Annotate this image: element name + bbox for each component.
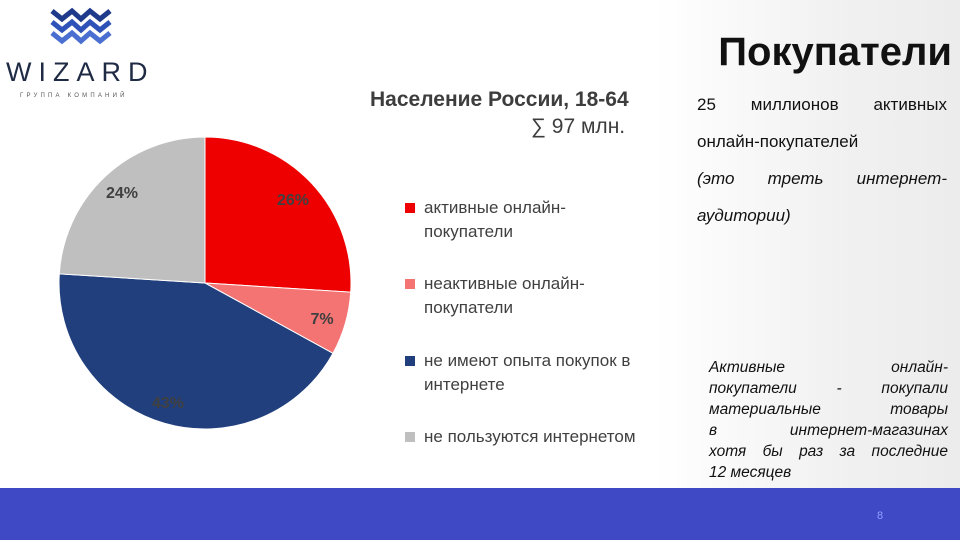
summary-line: 25 миллионов активных (697, 95, 947, 114)
note-line: материальные товары (709, 401, 948, 418)
note-line: в интернет-магазинах (709, 422, 948, 439)
definition-note: Активные онлайн- покупатели - покупали м… (709, 357, 948, 483)
legend-label-line: покупатели (424, 298, 513, 317)
pie-chart: 26% 7% 43% 24% (58, 136, 352, 430)
note-line: 12 месяцев (709, 464, 792, 481)
logo-wordmark: WIZARD (6, 57, 155, 87)
pie-slice-label: 24% (106, 185, 138, 202)
pie-slice (204, 136, 352, 293)
summary-line: аудитории) (697, 206, 791, 225)
legend-label-line: не имеют опыта покупок в (424, 351, 631, 370)
legend-label-line: неактивные онлайн- (424, 274, 585, 293)
logo-subtitle: ГРУППА КОМПАНИЙ (20, 93, 128, 99)
pie-slice (58, 273, 334, 430)
legend-swatch (405, 432, 415, 442)
legend-label-line: покупатели (424, 222, 513, 241)
footer-bar (0, 488, 960, 540)
right-panel-background (655, 0, 960, 488)
note-line: Активные онлайн- (709, 359, 948, 376)
slide-title: Покупатели (718, 30, 952, 74)
chart-subtitle: ∑ 97 млн. (531, 115, 626, 138)
pie-slice-label: 7% (310, 311, 333, 328)
summary-line: (это треть интернет- (697, 169, 947, 188)
legend-label-line: активные онлайн- (424, 198, 566, 217)
legend-label-line: интернете (424, 375, 505, 394)
note-line: покупатели - покупали (709, 380, 948, 397)
legend-swatch (405, 356, 415, 366)
pie-slice-label: 26% (277, 192, 309, 209)
company-logo: WIZARD ГРУППА КОМПАНИЙ (6, 5, 166, 99)
chart-title: Население России, 18-64 (370, 88, 629, 111)
summary-line: онлайн-покупателей (697, 132, 859, 151)
wizard-logo-icon (50, 7, 112, 45)
legend-swatch (405, 279, 415, 289)
legend-swatch (405, 203, 415, 213)
page-number: 8 (877, 510, 884, 522)
audience-summary: 25 миллионов активных онлайн-покупателей… (697, 86, 947, 234)
legend-label-line: не пользуются интернетом (424, 427, 636, 446)
note-line: хотя бы раз за последние (709, 443, 948, 460)
pie-slice (58, 136, 206, 284)
pie-slice-label: 43% (152, 395, 184, 412)
